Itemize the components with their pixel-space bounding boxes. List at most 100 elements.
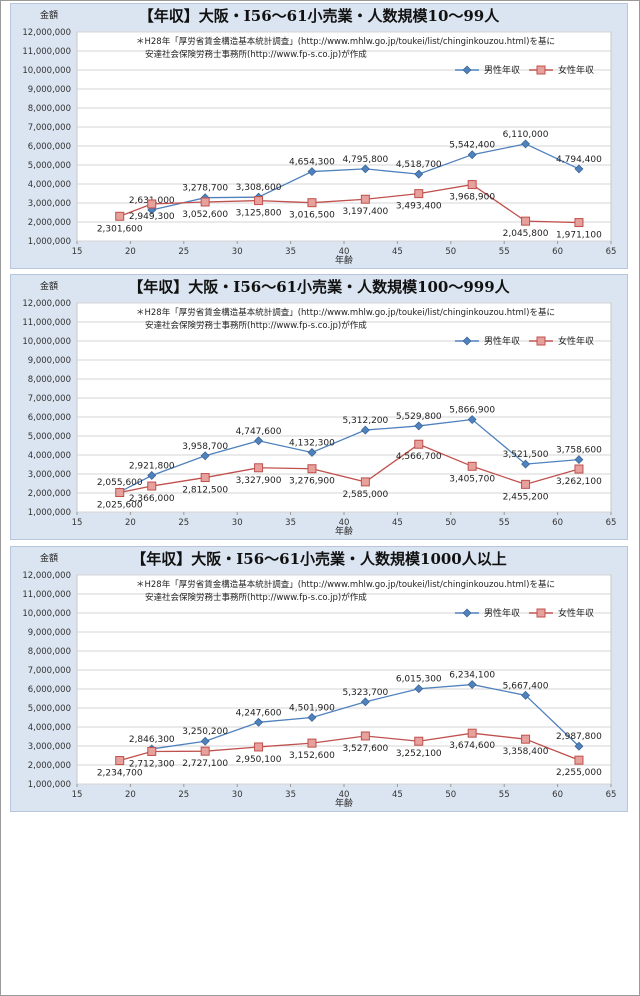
data-point-male	[200, 451, 210, 461]
y-tick-label: 12,000,000	[22, 571, 71, 581]
data-label: 2,045,800	[503, 229, 549, 239]
data-point-male	[414, 684, 424, 694]
data-label: 5,542,400	[449, 141, 495, 151]
y-axis-title: 金額	[40, 552, 58, 564]
y-tick-label: 5,000,000	[28, 432, 71, 442]
data-label: 1,971,100	[556, 231, 602, 241]
y-tick-label: 10,000,000	[22, 609, 71, 619]
data-label: 2,987,800	[556, 732, 602, 742]
x-tick-label: 20	[125, 518, 136, 528]
data-point-female	[254, 196, 264, 206]
x-tick-label: 35	[285, 518, 296, 528]
y-tick-label: 2,000,000	[28, 218, 71, 228]
data-label: 4,566,700	[396, 452, 442, 462]
x-tick-label: 45	[392, 518, 403, 528]
data-label: 4,132,300	[289, 438, 335, 448]
x-tick-label: 65	[606, 790, 617, 800]
y-tick-label: 1,000,000	[28, 508, 71, 518]
data-point-male	[307, 167, 317, 176]
data-label: 2,585,000	[342, 490, 388, 500]
data-label: 2,301,600	[97, 224, 143, 234]
source-note-line2: 安達社会保険労務士事務所(http://www.fp-s.co.jp)が作成	[145, 592, 367, 603]
data-point-male	[521, 690, 530, 700]
data-point-female	[200, 197, 210, 207]
data-label: 4,501,900	[289, 703, 335, 713]
data-point-female	[414, 736, 424, 746]
x-tick-label: 20	[125, 247, 136, 257]
x-axis-title: 年齢	[335, 797, 353, 809]
data-point-female	[414, 189, 424, 199]
data-point-female	[254, 463, 264, 473]
data-point-female	[147, 746, 157, 756]
legend-label: 男性年収	[484, 64, 520, 76]
legend-marker	[462, 65, 472, 75]
data-point-female	[115, 756, 125, 766]
x-tick-label: 40	[339, 790, 350, 800]
x-tick-label: 20	[125, 790, 136, 800]
legend-marker	[462, 336, 472, 346]
y-tick-label: 7,000,000	[28, 394, 71, 404]
series-line-male	[119, 418, 580, 493]
data-label: 5,866,900	[449, 406, 495, 416]
data-point-female	[254, 742, 264, 752]
data-label: 3,052,600	[182, 210, 228, 220]
y-tick-label: 11,000,000	[22, 318, 71, 328]
x-tick-label: 55	[499, 518, 510, 528]
x-tick-label: 50	[445, 790, 456, 800]
data-label: 4,747,600	[236, 427, 282, 437]
y-tick-label: 3,000,000	[28, 742, 71, 752]
x-tick-label: 60	[552, 518, 563, 528]
x-tick-label: 25	[178, 247, 189, 257]
x-tick-label: 30	[232, 790, 243, 800]
data-label: 2,366,000	[129, 494, 175, 504]
data-label: 2,949,300	[129, 212, 175, 222]
source-note-line1: ＊H28年「厚労省賃金構造基本統計調査」(http://www.mhlw.go.…	[136, 307, 555, 318]
chart-panel-1000-plus: 1,000,000 2,000,000 3,000,000 4,000,000 5,00…	[10, 546, 628, 812]
x-tick-label: 45	[392, 247, 403, 257]
data-label: 2,255,000	[556, 768, 602, 778]
legend-label: 男性年収	[484, 607, 520, 619]
y-tick-label: 1,000,000	[28, 780, 71, 790]
x-tick-label: 60	[552, 790, 563, 800]
data-label: 3,521,500	[503, 450, 549, 460]
y-tick-label: 11,000,000	[22, 590, 71, 600]
y-tick-label: 8,000,000	[28, 375, 71, 385]
x-tick-label: 55	[499, 790, 510, 800]
x-tick-label: 50	[445, 247, 456, 257]
x-tick-label: 30	[232, 518, 243, 528]
data-point-female	[521, 216, 531, 226]
y-tick-label: 1,000,000	[28, 237, 71, 247]
data-point-female	[115, 211, 125, 221]
data-label: 2,921,800	[129, 461, 175, 471]
y-tick-label: 6,000,000	[28, 413, 71, 423]
data-point-female	[467, 461, 477, 471]
y-tick-label: 4,000,000	[28, 180, 71, 190]
y-tick-label: 6,000,000	[28, 685, 71, 695]
data-point-male	[414, 169, 424, 179]
legend-marker	[536, 65, 546, 75]
y-tick-label: 9,000,000	[28, 356, 71, 366]
data-label: 3,958,700	[182, 442, 228, 452]
data-point-female	[147, 481, 157, 491]
chart-panel-100-999: 1,000,000 2,000,000 3,000,000 4,000,000 5,00…	[10, 274, 628, 540]
data-label: 3,527,600	[342, 744, 388, 754]
data-point-female	[200, 746, 210, 756]
y-tick-label: 8,000,000	[28, 647, 71, 657]
data-label: 2,727,100	[182, 759, 228, 769]
data-point-female	[307, 198, 317, 208]
data-point-male	[360, 425, 370, 435]
y-tick-label: 11,000,000	[22, 47, 71, 57]
data-label: 4,518,700	[396, 160, 442, 170]
x-tick-label: 30	[232, 247, 243, 257]
data-point-male	[521, 139, 530, 149]
data-point-male	[574, 164, 584, 174]
data-label: 5,323,700	[342, 688, 388, 698]
data-point-male	[467, 150, 477, 160]
legend-label: 女性年収	[558, 335, 594, 347]
data-point-female	[521, 479, 531, 489]
chart-svg: 1,000,000 2,000,000 3,000,000 4,000,000 5,00…	[22, 7, 616, 266]
data-point-female	[200, 473, 210, 483]
data-point-female	[360, 477, 370, 487]
plot-area	[76, 574, 612, 785]
data-point-male	[254, 436, 263, 446]
